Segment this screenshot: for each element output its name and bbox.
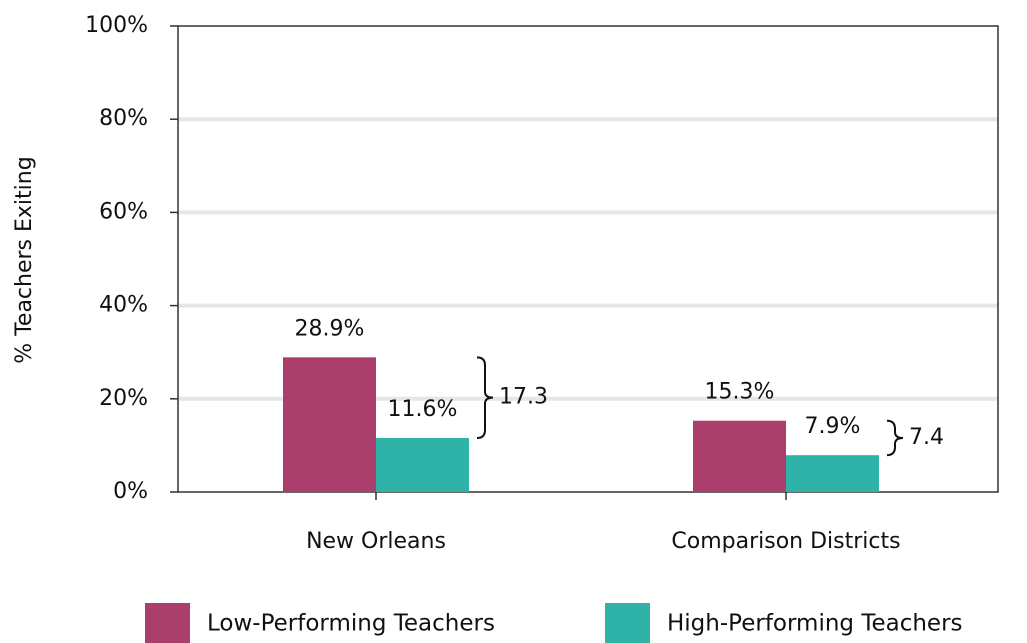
y-tick-label: 0% [113,479,148,504]
x-tick-label: New Orleans [306,529,446,554]
bar [376,437,469,492]
legend-swatch [605,603,650,643]
y-tick-label: 20% [99,386,148,411]
x-tick-label: Comparison Districts [671,529,900,554]
gap-annotation: 17.3 [499,385,548,410]
bar [693,420,786,492]
bar [786,455,879,492]
legend-swatch [145,603,190,643]
gap-brace [886,419,904,457]
y-tick-label: 40% [99,293,148,318]
legend-label: Low-Performing Teachers [207,611,495,637]
y-axis-label: % Teachers Exiting [12,156,37,363]
y-tick-label: 100% [85,13,148,38]
plot-frame [177,25,999,493]
legend-label: High-Performing Teachers [667,611,963,637]
value-label: 7.9% [805,414,861,439]
value-label: 11.6% [388,397,458,422]
bar [283,357,376,492]
gap-annotation: 7.4 [909,425,944,450]
value-label: 15.3% [705,380,775,405]
y-tick-label: 60% [99,199,148,224]
gap-brace [476,356,494,439]
value-label: 28.9% [295,316,365,341]
y-tick-label: 80% [99,106,148,131]
